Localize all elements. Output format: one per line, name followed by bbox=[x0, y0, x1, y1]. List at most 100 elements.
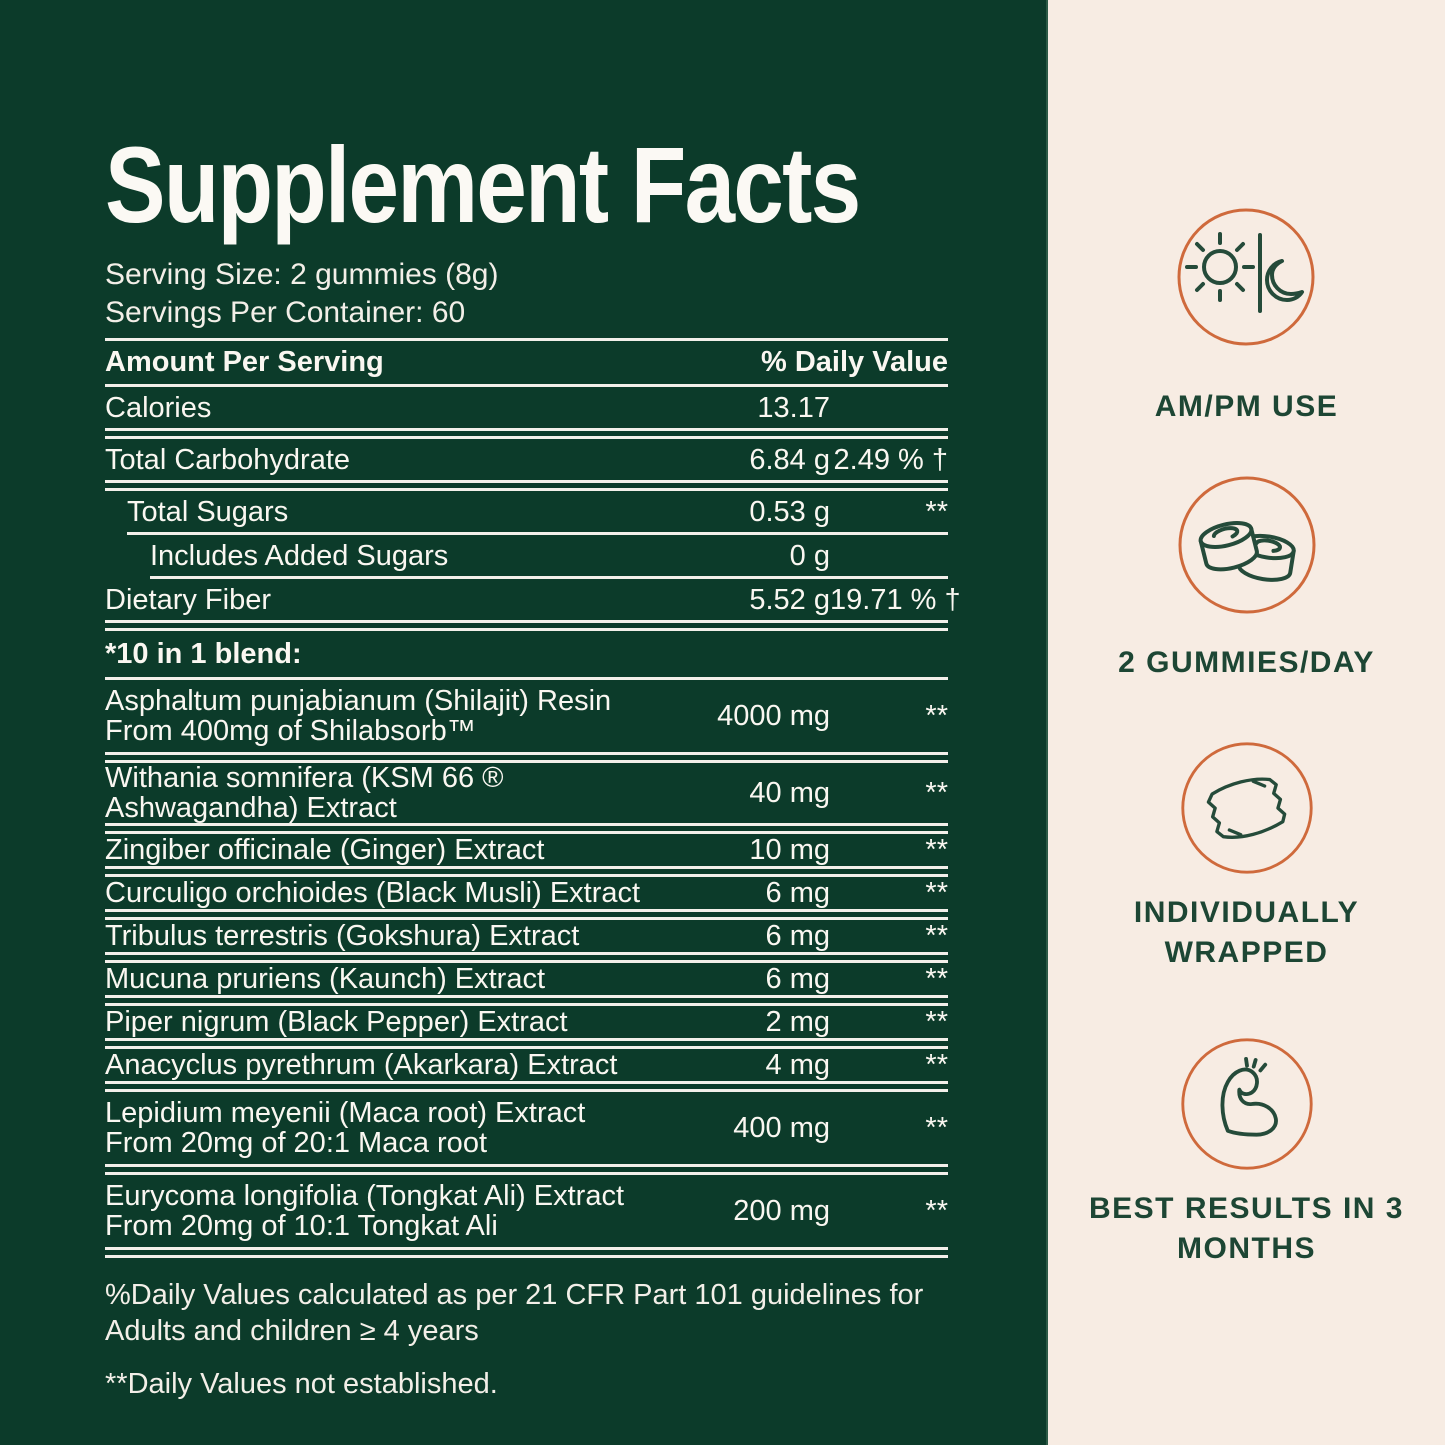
feature-label: INDIVIDUALLY WRAPPED bbox=[1133, 896, 1360, 969]
feature-label: AM/PM USE bbox=[1154, 390, 1339, 423]
table-row: Curculigo orchioides (Black Musli) Extra… bbox=[105, 877, 948, 909]
daily-value: 2.49 % † bbox=[833, 443, 948, 476]
separator bbox=[105, 995, 948, 1007]
daily-value: ** bbox=[925, 1112, 948, 1145]
footnote-not-established: **Daily Values not established. bbox=[105, 1368, 498, 1401]
table-section-heading: *10 in 1 blend: bbox=[105, 631, 948, 677]
table-row: Anacyclus pyrethrum (Akarkara) Extract 4 … bbox=[105, 1049, 948, 1081]
ingredient-name: Includes Added Sugars bbox=[150, 539, 449, 572]
amount-value: 40 mg bbox=[749, 777, 830, 810]
gummies-icon bbox=[1178, 476, 1315, 614]
daily-value: ** bbox=[925, 1049, 948, 1082]
table-row: Withania somnifera (KSM 66 ® Ashwagandha… bbox=[105, 763, 948, 823]
amount-value: 4000 mg bbox=[717, 700, 830, 733]
table-row: Mucuna pruriens (Kaunch) Extract 6 mg ** bbox=[105, 963, 948, 995]
table-row: Total Carbohydrate 6.84 g 2.49 % † bbox=[105, 439, 948, 480]
wrapper-icon bbox=[1180, 742, 1313, 874]
daily-value: 19.71 % † bbox=[830, 583, 961, 616]
separator bbox=[105, 823, 948, 835]
ingredient-name: Piper nigrum (Black Pepper) Extract bbox=[105, 1006, 568, 1039]
ingredient-source: From 20mg of 20:1 Maca root bbox=[105, 1127, 487, 1160]
table-top-rule bbox=[105, 338, 948, 342]
table-row: Includes Added Sugars 0 g bbox=[105, 535, 948, 576]
amount-value: 6 mg bbox=[765, 963, 830, 996]
ingredient-source: From 20mg of 10:1 Tongkat Ali bbox=[105, 1210, 498, 1243]
ingredient-name: Calories bbox=[105, 391, 212, 424]
amount-value: 5.52 g bbox=[749, 583, 830, 616]
ingredient-name: Mucuna pruriens (Kaunch) Extract bbox=[105, 963, 546, 996]
daily-value: ** bbox=[925, 920, 948, 953]
daily-value: ** bbox=[925, 495, 948, 528]
amount-value: 13.17 bbox=[757, 391, 830, 424]
separator bbox=[105, 1164, 948, 1176]
table-row: Asphaltum punjabianum (Shilajit) Resin Fr… bbox=[105, 680, 948, 752]
separator bbox=[105, 909, 948, 921]
amount-value: 6.84 g bbox=[749, 443, 830, 476]
daily-value: ** bbox=[925, 700, 948, 733]
table-row: Lepidium meyenii (Maca root) Extract From… bbox=[105, 1092, 948, 1164]
amount-value: 200 mg bbox=[733, 1195, 830, 1228]
daily-value: ** bbox=[925, 777, 948, 810]
ingredient-name: Withania somnifera (KSM 66 ® Ashwagandha… bbox=[105, 762, 504, 825]
daily-value-header: % Daily Value bbox=[761, 346, 948, 379]
ingredient-name: Tribulus terrestris (Gokshura) Extract bbox=[105, 920, 580, 953]
feature-gummies: 2 GUMMIES/DAY bbox=[1118, 473, 1375, 683]
daily-value: ** bbox=[925, 963, 948, 996]
table-header-row: Amount Per Serving % Daily Value bbox=[105, 341, 948, 384]
table-row: Eurycoma longifolia (Tongkat Ali) Extrac… bbox=[105, 1175, 948, 1247]
amount-value: 6 mg bbox=[765, 877, 830, 910]
ingredient-name: Dietary Fiber bbox=[105, 583, 271, 616]
serving-size: Serving Size: 2 gummies (8g) bbox=[105, 258, 499, 292]
feature-label: BEST RESULTS IN 3 MONTHS bbox=[1089, 1192, 1404, 1265]
footnote-daily-values: %Daily Values calculated as per 21 CFR P… bbox=[105, 1279, 924, 1348]
ingredient-name: Curculigo orchioides (Black Musli) Extra… bbox=[105, 877, 641, 910]
table-header-rule bbox=[105, 384, 948, 388]
bicep-icon bbox=[1180, 1038, 1313, 1170]
ingredient-name: Zingiber officinale (Ginger) Extract bbox=[105, 834, 545, 867]
facts-table-body: Calories 13.17 Total Carbohydrate 6.84 g 2.4… bbox=[105, 387, 961, 1259]
amount-value: 6 mg bbox=[765, 920, 830, 953]
daily-value: ** bbox=[925, 1006, 948, 1039]
table-row: Total Sugars 0.53 g ** bbox=[105, 491, 948, 532]
ingredient-name: Eurycoma longifolia (Tongkat Ali) Extrac… bbox=[105, 1181, 680, 1241]
amount-value: 10 mg bbox=[749, 834, 830, 867]
page-title: Supplement Facts bbox=[105, 124, 861, 245]
feature-am-pm: AM/PM USE bbox=[1155, 205, 1339, 427]
ingredient-name: Anacyclus pyrethrum (Akarkara) Extract bbox=[105, 1049, 618, 1082]
supplement-facts-panel: Supplement Facts Serving Size: 2 gummies… bbox=[0, 0, 1048, 1445]
feature-results: BEST RESULTS IN 3 MONTHS bbox=[1082, 1035, 1412, 1269]
amount-value: 400 mg bbox=[733, 1112, 830, 1145]
ingredient-source: From 400mg of Shilabsorb™ bbox=[105, 715, 476, 748]
feature-label: 2 GUMMIES/DAY bbox=[1118, 646, 1375, 679]
separator bbox=[105, 480, 948, 492]
table-row: Calories 13.17 bbox=[105, 387, 948, 428]
amount-value: 2 mg bbox=[765, 1006, 830, 1039]
separator bbox=[105, 677, 948, 681]
serving-info: Serving Size: 2 gummies (8g) Servings Pe… bbox=[105, 256, 948, 332]
separator bbox=[150, 576, 948, 580]
ingredient-name: Total Carbohydrate bbox=[105, 443, 351, 476]
separator bbox=[105, 620, 948, 632]
facts-table: Amount Per Serving % Daily Value Calorie… bbox=[105, 338, 961, 1259]
separator bbox=[105, 752, 948, 764]
daily-value: ** bbox=[925, 834, 948, 867]
table-row: Dietary Fiber 5.52 g 19.71 % † bbox=[105, 579, 961, 620]
amount-value: 0.53 g bbox=[749, 495, 830, 528]
ingredient-name: *10 in 1 blend: bbox=[105, 638, 302, 671]
feature-wrapped: INDIVIDUALLY WRAPPED bbox=[1082, 739, 1412, 973]
ingredient-name: Lepidium meyenii (Maca root) Extract From… bbox=[105, 1098, 680, 1158]
separator bbox=[105, 1081, 948, 1093]
amount-value: 0 g bbox=[789, 539, 830, 572]
amount-per-serving-header: Amount Per Serving bbox=[105, 346, 384, 379]
separator bbox=[105, 952, 948, 964]
label-content: Supplement Facts Serving Size: 2 gummies… bbox=[105, 0, 961, 1402]
servings-per-container: Servings Per Container: 60 bbox=[105, 296, 466, 330]
sun-moon-icon bbox=[1177, 208, 1315, 346]
table-row: Tribulus terrestris (Gokshura) Extract 6 … bbox=[105, 920, 948, 952]
daily-value: ** bbox=[925, 1195, 948, 1228]
ingredient-name: Asphaltum punjabianum (Shilajit) Resin Fr… bbox=[105, 686, 680, 746]
amount-value: 4 mg bbox=[765, 1049, 830, 1082]
table-row: Piper nigrum (Black Pepper) Extract 2 mg *… bbox=[105, 1006, 948, 1038]
separator bbox=[105, 1038, 948, 1050]
